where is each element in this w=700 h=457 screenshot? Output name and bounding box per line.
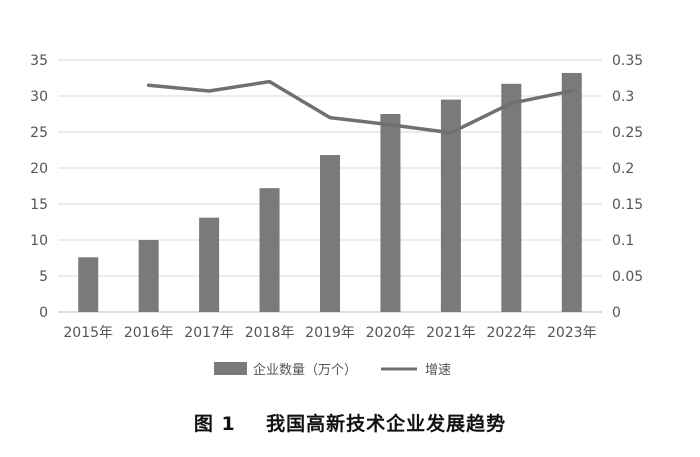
bar [320, 155, 340, 312]
legend-line-label: 增速 [425, 363, 451, 378]
x-tick-label: 2016年 [124, 325, 174, 341]
y2-tick-label: 0.3 [612, 89, 634, 105]
y-axis-right-labels: 0 0.05 0.1 0.15 0.2 0.25 0.3 0.35 [612, 53, 643, 321]
x-tick-label: 2021年 [426, 325, 476, 341]
bar [259, 188, 280, 312]
legend: 企业数量（万个） 增速 [214, 362, 451, 378]
bar [561, 72, 582, 313]
bar [440, 99, 461, 312]
y-tick-label: 30 [30, 89, 48, 105]
figure-caption: 图 1 我国高新技术企业发展趋势 [193, 413, 507, 435]
x-tick-label: 2015年 [63, 325, 113, 341]
y2-tick-label: 0.35 [612, 53, 643, 69]
y-tick-label: 20 [30, 161, 48, 177]
y-tick-label: 5 [39, 269, 48, 285]
x-tick-label: 2023年 [547, 325, 597, 341]
y-tick-label: 25 [30, 125, 48, 141]
legend-bar-label: 企业数量（万个） [253, 362, 357, 378]
bar [138, 240, 159, 312]
y2-tick-label: 0.25 [612, 125, 643, 141]
bars-enterprise-count [78, 72, 582, 313]
bar [199, 217, 220, 312]
x-tick-label: 2020年 [366, 325, 416, 341]
growth-line-path [146, 79, 574, 135]
y2-tick-label: 0.2 [612, 161, 634, 177]
x-tick-label: 2022年 [487, 325, 537, 341]
bar [78, 257, 99, 312]
combo-chart: 0 5 10 15 20 25 30 35 0 0.05 0.1 0.15 0.2 0.25 0.3 0.3… [30, 53, 643, 378]
y2-tick-label: 0.05 [612, 269, 643, 285]
growth-rate-line [146, 79, 574, 135]
y2-tick-label: 0 [612, 305, 621, 321]
y-axis-left-labels: 0 5 10 15 20 25 30 35 [30, 53, 48, 321]
y-tick-label: 15 [30, 197, 48, 213]
bar [501, 83, 522, 312]
x-tick-label: 2018年 [245, 325, 295, 341]
x-tick-label: 2017年 [184, 325, 234, 341]
y2-tick-label: 0.1 [612, 233, 634, 249]
y2-tick-label: 0.15 [612, 197, 643, 213]
bar [380, 114, 401, 312]
y-tick-label: 35 [30, 53, 48, 69]
x-tick-label: 2019年 [305, 325, 355, 341]
legend-bar-swatch [214, 362, 247, 375]
x-axis-labels: 2015年 2016年 2017年 2018年 2019年 2020年 2021年 2022年… [63, 325, 596, 341]
y-tick-label: 10 [30, 233, 48, 249]
y-tick-label: 0 [39, 305, 48, 321]
